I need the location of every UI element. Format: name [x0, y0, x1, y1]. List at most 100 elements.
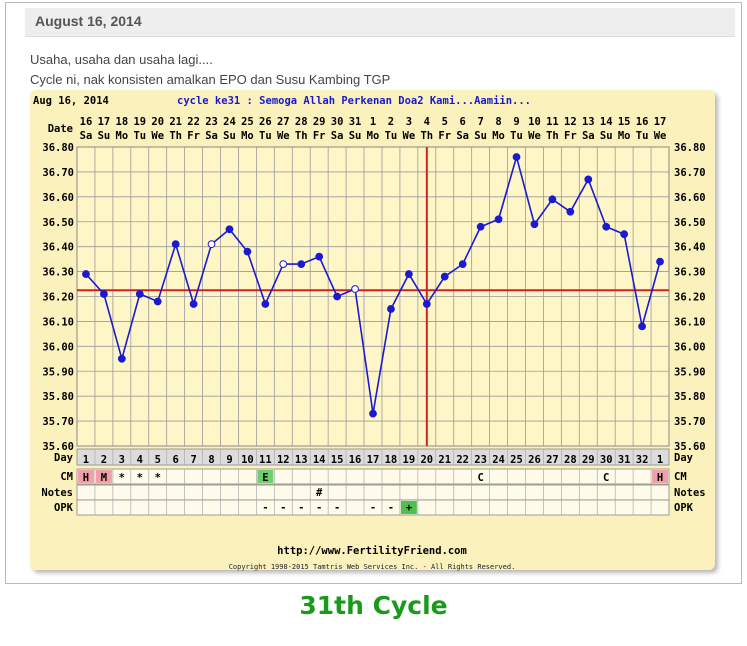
- date-tick-label: 21: [169, 116, 182, 128]
- opk-result: +: [406, 502, 412, 514]
- cycle-day-number: 24: [492, 454, 505, 466]
- cm-value: *: [155, 472, 161, 484]
- cm-cell-heavy: [78, 470, 94, 483]
- opk-result: -: [262, 502, 268, 514]
- cm-cell-eggwhite: [257, 470, 274, 483]
- y-tick-label-left: 35.60: [42, 441, 74, 453]
- cycle-day-number: 4: [137, 454, 143, 466]
- table-row-day: [76, 448, 670, 466]
- opk-result: -: [370, 502, 376, 514]
- temperature-point: [656, 257, 664, 266]
- date-tick-label: 19: [133, 116, 146, 128]
- y-tick-label-left: 36.70: [42, 167, 74, 179]
- weekday-tick-label: We: [654, 130, 667, 142]
- y-tick-label-right: 36.10: [674, 316, 706, 328]
- cycle-day-number: 29: [582, 454, 595, 466]
- y-tick-label-right: 36.60: [674, 192, 706, 204]
- temperature-point: [153, 297, 162, 306]
- date-tick-label: 16: [80, 116, 93, 128]
- cm-value: C: [603, 472, 609, 484]
- opk-result: -: [316, 502, 322, 514]
- date-tick-label: 31: [349, 116, 362, 128]
- y-tick-label-left: 36.60: [42, 192, 74, 204]
- cm-value: M: [101, 472, 107, 484]
- temperature-point: [225, 225, 234, 234]
- date-tick-label: 29: [313, 116, 326, 128]
- y-tick-label-left: 36.10: [42, 316, 74, 328]
- chart-start-date: Aug 16, 2014: [33, 95, 109, 107]
- table-row-cm: [76, 468, 670, 485]
- weekday-tick-label: Sa: [205, 130, 218, 142]
- y-tick-label-right: 36.00: [674, 341, 706, 353]
- temperature-point: [584, 175, 593, 184]
- cycle-day-number: 3: [119, 454, 125, 466]
- date-tick-label: 10: [528, 116, 541, 128]
- date-tick-label: 22: [187, 116, 200, 128]
- temperature-point: [530, 220, 539, 229]
- y-tick-label-left: 35.80: [42, 391, 74, 403]
- weekday-tick-label: Mo: [492, 130, 505, 142]
- post-date: August 16, 2014: [35, 13, 142, 29]
- weekday-tick-label: Th: [420, 130, 433, 142]
- y-tick-label-left: 36.50: [42, 217, 74, 229]
- y-tick-label-right: 35.70: [674, 416, 706, 428]
- table-row-notes: [76, 484, 670, 501]
- notes-row-label-right: Notes: [674, 487, 706, 499]
- cycle-day-number: 1: [657, 454, 663, 466]
- cycle-day-number: 32: [636, 454, 649, 466]
- date-tick-label: 23: [205, 116, 218, 128]
- weekday-tick-label: Th: [546, 130, 559, 142]
- temperature-point: [494, 215, 503, 224]
- temperature-point: [512, 153, 521, 161]
- weekday-tick-label: Sa: [331, 130, 344, 142]
- y-tick-label-right: 36.70: [674, 167, 706, 179]
- cycle-day-number: 30: [600, 454, 613, 466]
- date-tick-label: 4: [424, 116, 430, 128]
- weekday-tick-label: We: [403, 130, 416, 142]
- cycle-caption: 31th Cycle: [299, 591, 448, 620]
- temperature-point: [315, 252, 324, 261]
- date-tick-label: 12: [564, 116, 577, 128]
- y-tick-label-right: 35.60: [674, 441, 706, 453]
- cycle-day-number: 11: [259, 454, 272, 466]
- day-row-label-left: Day: [54, 452, 74, 464]
- cycle-day-number: 7: [190, 454, 196, 466]
- weekday-tick-label: Tu: [385, 130, 398, 142]
- date-tick-label: 17: [654, 116, 667, 128]
- y-tick-label-right: 35.80: [674, 391, 706, 403]
- temperature-point: [171, 240, 180, 249]
- cycle-day-number: 5: [155, 454, 161, 466]
- temperature-point: [387, 305, 395, 313]
- temperature-point: [261, 300, 270, 308]
- footer-copyright: Copyright 1998-2015 Tamtris Web Services…: [229, 563, 516, 571]
- weekday-tick-label: Su: [474, 130, 487, 142]
- cycle-day-number: 17: [367, 454, 380, 466]
- weekday-tick-label: Th: [295, 130, 308, 142]
- opk-result: -: [280, 502, 286, 514]
- cycle-day-number: 31: [618, 454, 631, 466]
- cm-cell-heavy: [652, 470, 668, 483]
- temperature-point: [243, 247, 252, 256]
- cm-value: H: [83, 472, 89, 484]
- date-tick-label: 11: [546, 116, 559, 128]
- cycle-day-number: 13: [295, 454, 308, 466]
- date-tick-label: 1: [370, 116, 376, 128]
- temperature-point: [207, 240, 216, 249]
- temperature-point: [189, 300, 198, 308]
- date-tick-label: 2: [388, 116, 394, 128]
- cycle-day-number: 16: [349, 454, 362, 466]
- cycle-day-number: 6: [173, 454, 179, 466]
- cycle-day-number: 10: [241, 454, 254, 466]
- weekday-tick-label: Tu: [133, 130, 146, 142]
- date-tick-label: 20: [151, 116, 164, 128]
- temperature-point: [279, 260, 288, 269]
- cm-cell-medium: [95, 470, 112, 483]
- weekday-tick-label: Tu: [259, 130, 272, 142]
- temperature-point: [638, 322, 646, 331]
- cycle-day-number: 19: [403, 454, 416, 466]
- date-tick-label: 15: [618, 116, 631, 128]
- cycle-day-number: 9: [226, 454, 232, 466]
- cycle-day-number: 15: [331, 454, 344, 466]
- date-tick-label: 8: [495, 116, 501, 128]
- y-tick-label-right: 35.90: [674, 366, 706, 378]
